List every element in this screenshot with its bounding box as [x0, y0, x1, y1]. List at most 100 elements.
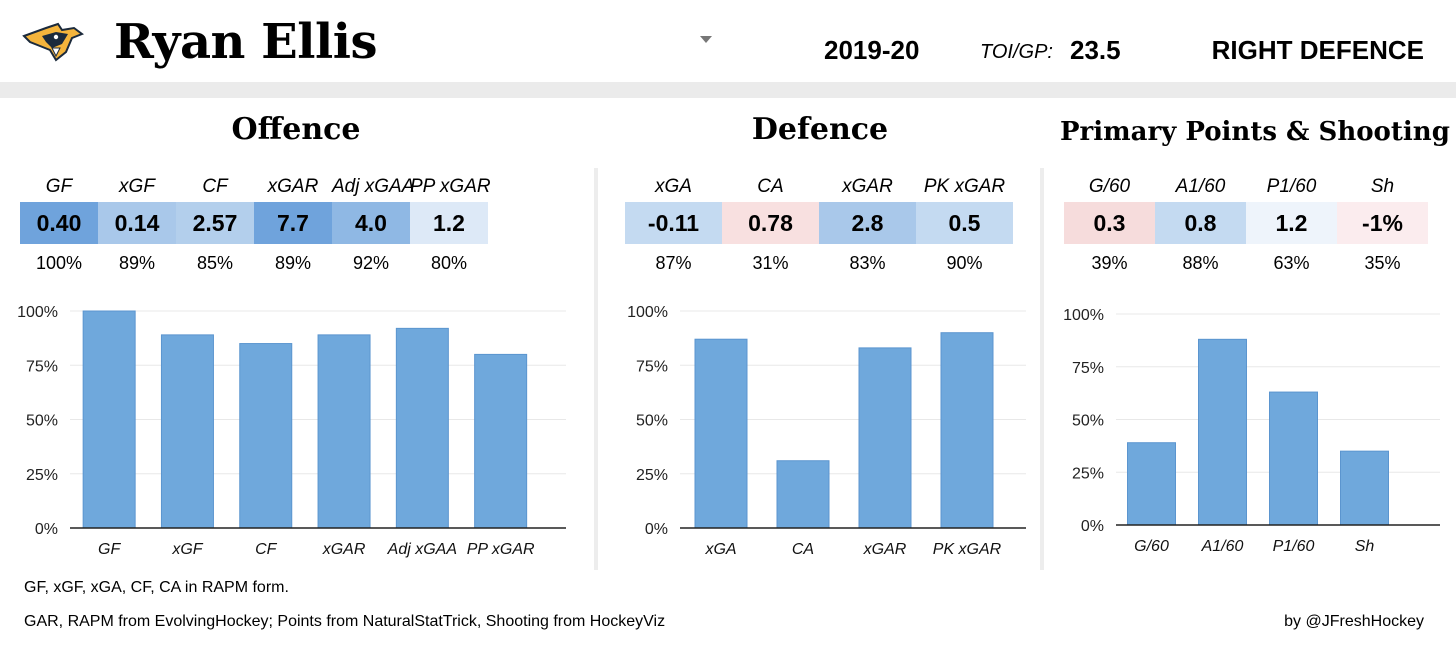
y-tick-label: 100%: [17, 304, 58, 321]
section-title-offence: Offence: [231, 112, 361, 147]
stat-value-a160: 0.8: [1155, 202, 1246, 244]
stat-value-pk-xgar: 0.5: [916, 202, 1013, 244]
bar-a1-60: [1198, 338, 1247, 526]
player-position: RIGHT DEFENCE: [1211, 35, 1424, 65]
stat-value-cf: 2.57: [176, 202, 254, 244]
header-divider: [0, 82, 1456, 98]
stat-value-pp-xgar: 1.2: [410, 202, 488, 244]
header: Ryan Ellis 2019-20 TOI/GP: 23.5 RIGHT DE…: [0, 0, 1456, 82]
y-tick-label: 50%: [636, 413, 668, 430]
bar-pk-xgar: [940, 332, 994, 529]
stat-percentile-pk-xgar: 90%: [946, 253, 983, 273]
stat-label-p160: P1/60: [1266, 176, 1317, 197]
stat-label-pk-xgar: PK xGAR: [923, 176, 1006, 197]
bar-ca: [776, 460, 830, 529]
stat-percentile-ca: 31%: [752, 253, 789, 273]
bar-xgf: [160, 334, 214, 529]
stat-label-g60: G/60: [1088, 176, 1131, 197]
stat-percentile-a160: 88%: [1182, 253, 1219, 273]
stat-value-xga: -0.11: [625, 202, 722, 244]
stat-label-xgar: xGAR: [267, 176, 319, 197]
x-tick-label: xGAR: [863, 541, 907, 558]
stat-percentile-xgar: 89%: [274, 253, 312, 273]
stat-label-ca: CA: [757, 176, 784, 197]
stat-value-xgf: 0.14: [98, 202, 176, 244]
stat-percentile-pp-xgar: 80%: [430, 253, 468, 273]
bar-pp-xgar: [474, 353, 528, 529]
stat-percentile-p160: 63%: [1273, 253, 1310, 273]
stat-percentile-gf: 100%: [35, 253, 83, 273]
stat-percentile-g60: 39%: [1091, 253, 1128, 273]
stat-value-xgar: 7.7: [254, 202, 332, 244]
section-title-points-shooting: Primary Points & Shooting: [1060, 117, 1450, 147]
x-tick-label: Adj xGAA: [387, 541, 457, 558]
credit: by @JFreshHockey: [1284, 613, 1424, 630]
footnote-rapm: GF, xGF, xGA, CF, CA in RAPM form.: [24, 579, 289, 596]
defence-chart: 0% 25% 50% 75% 100% xGA CA xGAR PK xGAR: [627, 304, 1026, 558]
stat-percentile-cf: 85%: [196, 253, 234, 273]
x-tick-label: CA: [792, 541, 814, 558]
stat-value-xgar: 2.8: [819, 202, 916, 244]
x-tick-label: A1/60: [1201, 538, 1244, 555]
stat-label-pp-xgar: PP xGAR: [410, 176, 491, 197]
x-tick-label: xGAR: [322, 541, 366, 558]
x-tick-label: Sh: [1355, 538, 1375, 555]
x-tick-label: xGF: [171, 541, 203, 558]
stat-percentile-xgar: 83%: [849, 253, 886, 273]
toi-label: TOI/GP:: [980, 41, 1053, 63]
stat-value-ca: 0.78: [722, 202, 819, 244]
x-tick-label: P1/60: [1273, 538, 1315, 555]
stat-value-adj-xgaa: 4.0: [332, 202, 410, 244]
stat-value-g60: 0.3: [1064, 202, 1155, 244]
player-name: Ryan Ellis: [114, 14, 377, 70]
footnote-sources: GAR, RAPM from EvolvingHockey; Points fr…: [24, 613, 666, 630]
section-divider: [594, 168, 598, 570]
x-tick-label: GF: [98, 541, 121, 558]
y-tick-label: 100%: [627, 304, 668, 321]
x-tick-label: PP xGAR: [467, 541, 535, 558]
stat-percentile-adj-xgaa: 92%: [352, 253, 390, 273]
stat-label-a160: A1/60: [1175, 176, 1226, 197]
y-tick-label: 75%: [26, 358, 58, 375]
section-title-defence: Defence: [751, 112, 889, 147]
x-tick-label: CF: [255, 541, 278, 558]
toi-value: 23.5: [1070, 35, 1121, 65]
y-tick-label: 75%: [636, 358, 668, 375]
stat-label-xgar: xGAR: [842, 176, 893, 197]
season: 2019-20: [824, 35, 920, 65]
stat-label-sh: Sh: [1370, 176, 1395, 197]
section-divider: [1040, 168, 1044, 570]
bar-xgar: [858, 347, 912, 529]
y-tick-label: 100%: [1063, 307, 1104, 324]
y-tick-label: 0%: [1081, 518, 1104, 535]
stat-label-xga: xGA: [655, 176, 692, 197]
y-tick-label: 75%: [1072, 360, 1104, 377]
bar-gf: [82, 310, 136, 529]
x-tick-label: G/60: [1134, 538, 1169, 555]
bar-xgar: [317, 334, 371, 529]
y-tick-label: 50%: [1072, 413, 1104, 430]
stat-percentile-xgf: 89%: [118, 253, 156, 273]
y-tick-label: 25%: [26, 467, 58, 484]
stat-label-cf: CF: [202, 176, 228, 197]
bar-g-60: [1127, 442, 1176, 526]
stat-value-gf: 0.40: [20, 202, 98, 244]
x-tick-label: PK xGAR: [933, 541, 1002, 558]
stat-label-gf: GF: [45, 176, 73, 197]
bar-p1-60: [1269, 391, 1318, 526]
predators-logo-icon: [22, 22, 84, 62]
y-tick-label: 0%: [35, 521, 58, 538]
y-tick-label: 0%: [645, 521, 668, 538]
offence-chart: 0% 25% 50% 75% 100% GF xGF CF xGAR Adj xGAA PP xGA…: [17, 304, 566, 558]
stat-percentile-xga: 87%: [655, 253, 692, 273]
player-dropdown-icon[interactable]: [700, 36, 712, 43]
points-shooting-chart: 0% 25% 50% 75% 100% G/60 A1/60 P1/60 Sh: [1063, 307, 1440, 555]
stat-value-sh: -1%: [1337, 202, 1428, 244]
x-tick-label: xGA: [704, 541, 736, 558]
stat-percentile-sh: 35%: [1364, 253, 1401, 273]
y-tick-label: 50%: [26, 413, 58, 430]
bar-cf: [239, 343, 293, 529]
stat-value-p160: 1.2: [1246, 202, 1337, 244]
bar-sh: [1340, 450, 1389, 526]
bar-adj-xgaa: [395, 327, 449, 529]
